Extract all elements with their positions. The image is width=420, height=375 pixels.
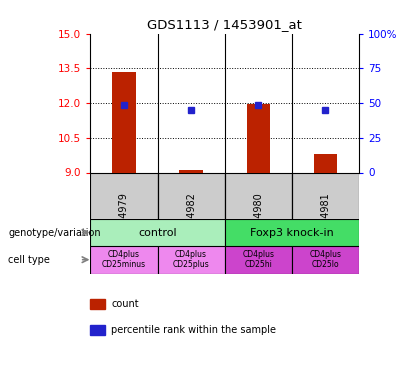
Text: CD4plus
CD25hi: CD4plus CD25hi [242,250,274,269]
Bar [90,219,225,246]
Text: genotype/variation: genotype/variation [8,228,101,237]
Bar [314,154,337,173]
Bar [225,246,292,274]
Text: GSM44982: GSM44982 [186,192,196,245]
Bar [90,246,158,274]
Text: CD4plus
CD25minus: CD4plus CD25minus [102,250,146,269]
Text: percentile rank within the sample: percentile rank within the sample [111,325,276,335]
Bar [90,172,158,264]
Text: CD4plus
CD25plus: CD4plus CD25plus [173,250,210,269]
Text: GSM44981: GSM44981 [320,192,331,245]
Text: count: count [111,299,139,309]
Text: control: control [138,228,177,237]
Text: CD4plus
CD25lo: CD4plus CD25lo [310,250,341,269]
Bar [247,104,270,172]
Bar [292,172,359,264]
Text: Foxp3 knock-in: Foxp3 knock-in [250,228,334,237]
Bar [179,170,203,172]
Bar [158,172,225,264]
Title: GDS1113 / 1453901_at: GDS1113 / 1453901_at [147,18,302,31]
Text: GSM44980: GSM44980 [253,192,263,245]
Bar [225,219,359,246]
Bar [225,172,292,264]
Bar [158,246,225,274]
Text: GSM44979: GSM44979 [119,192,129,245]
Bar [112,72,136,172]
Text: cell type: cell type [8,255,50,265]
Bar [292,246,359,274]
